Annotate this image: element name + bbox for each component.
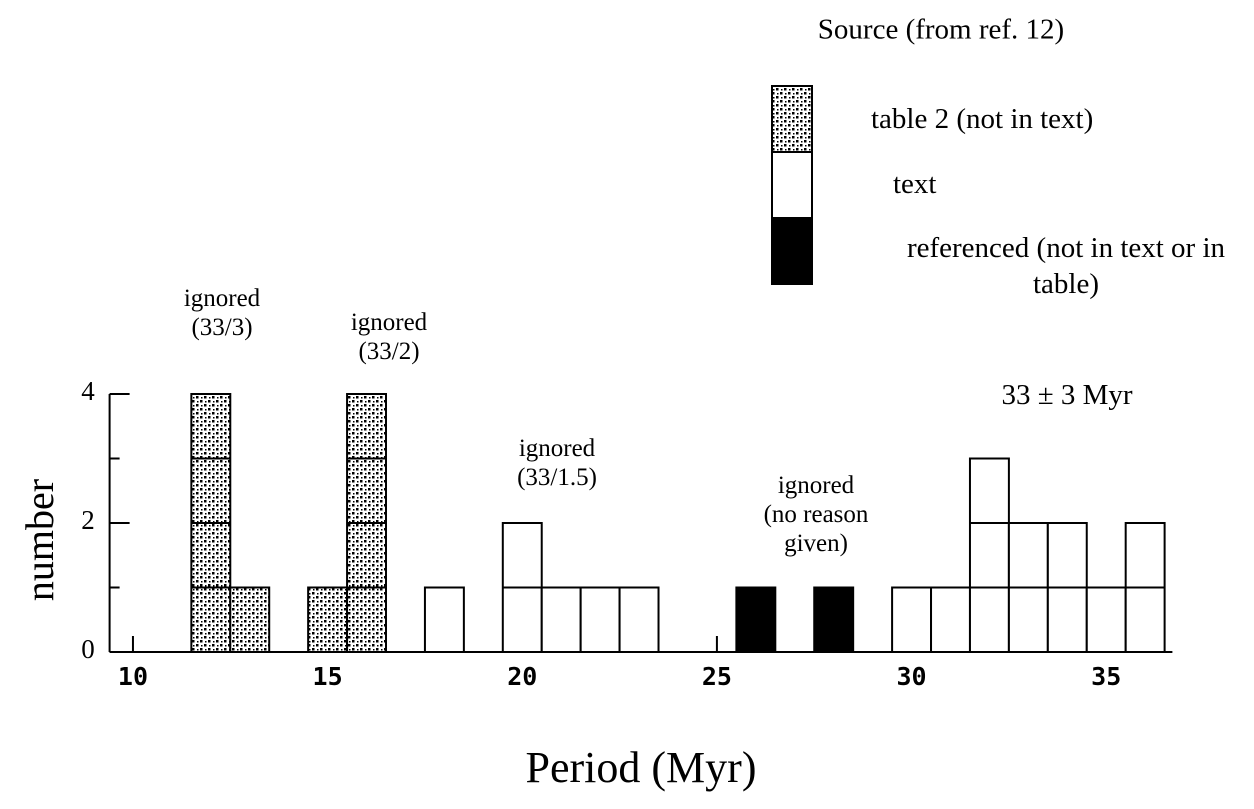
annotation-line: ignored — [519, 435, 596, 462]
annotation: ignored (33/1.5) — [517, 435, 597, 491]
annotation-line: ignored — [351, 309, 428, 336]
annotation-line: (no reason — [764, 501, 869, 528]
y-axis-label: number — [17, 479, 62, 601]
annotation-line: ignored — [184, 285, 261, 312]
legend-swatch — [771, 217, 813, 285]
annotation-line: (33/1.5) — [517, 464, 597, 491]
annotation-line: (33/3) — [191, 314, 252, 341]
x-axis-label: Period (Myr) — [526, 743, 757, 792]
legend-label: referenced (not in text or in table) — [906, 232, 1226, 300]
x-tick-label: 20 — [507, 662, 537, 691]
histogram-bar — [579, 586, 621, 653]
histogram-bar — [307, 586, 349, 653]
x-tick-label: 30 — [897, 662, 927, 691]
legend-title: Source (from ref. 12) — [818, 14, 1064, 46]
histogram-bar — [423, 586, 465, 653]
annotation-line: given) — [784, 530, 848, 557]
histogram-bar — [930, 586, 971, 653]
y-tick-label: 2 — [81, 505, 95, 535]
y-tick-label: 4 — [81, 376, 95, 406]
legend-label: table 2 (not in text) — [871, 103, 1094, 135]
histogram-bar — [540, 586, 582, 653]
histogram-bar — [618, 586, 660, 653]
annotation: 33 ± 3 Myr — [1001, 379, 1132, 411]
x-tick-label: 25 — [702, 662, 732, 691]
x-tick-label: 10 — [118, 662, 148, 691]
annotation: ignored (no reason given) — [764, 472, 869, 557]
annotation-line: 33 ± 3 Myr — [1001, 379, 1132, 411]
legend-swatch — [771, 85, 813, 153]
annotation-line: (33/2) — [358, 338, 419, 365]
legend-swatch — [771, 151, 813, 219]
histogram-bar — [229, 586, 271, 653]
histogram-bar — [735, 586, 777, 653]
legend-label: text — [893, 168, 937, 200]
annotation: ignored (33/2) — [351, 309, 428, 365]
histogram-bar — [968, 457, 1010, 653]
annotation: ignored (33/3) — [184, 285, 261, 341]
y-tick-label: 0 — [81, 634, 95, 664]
annotation-line: ignored — [778, 472, 855, 499]
histogram-bar — [891, 586, 933, 653]
x-tick-label: 35 — [1091, 662, 1121, 691]
histogram-bar — [813, 586, 855, 653]
histogram-bar — [1085, 586, 1127, 653]
x-tick-label: 15 — [313, 662, 343, 691]
